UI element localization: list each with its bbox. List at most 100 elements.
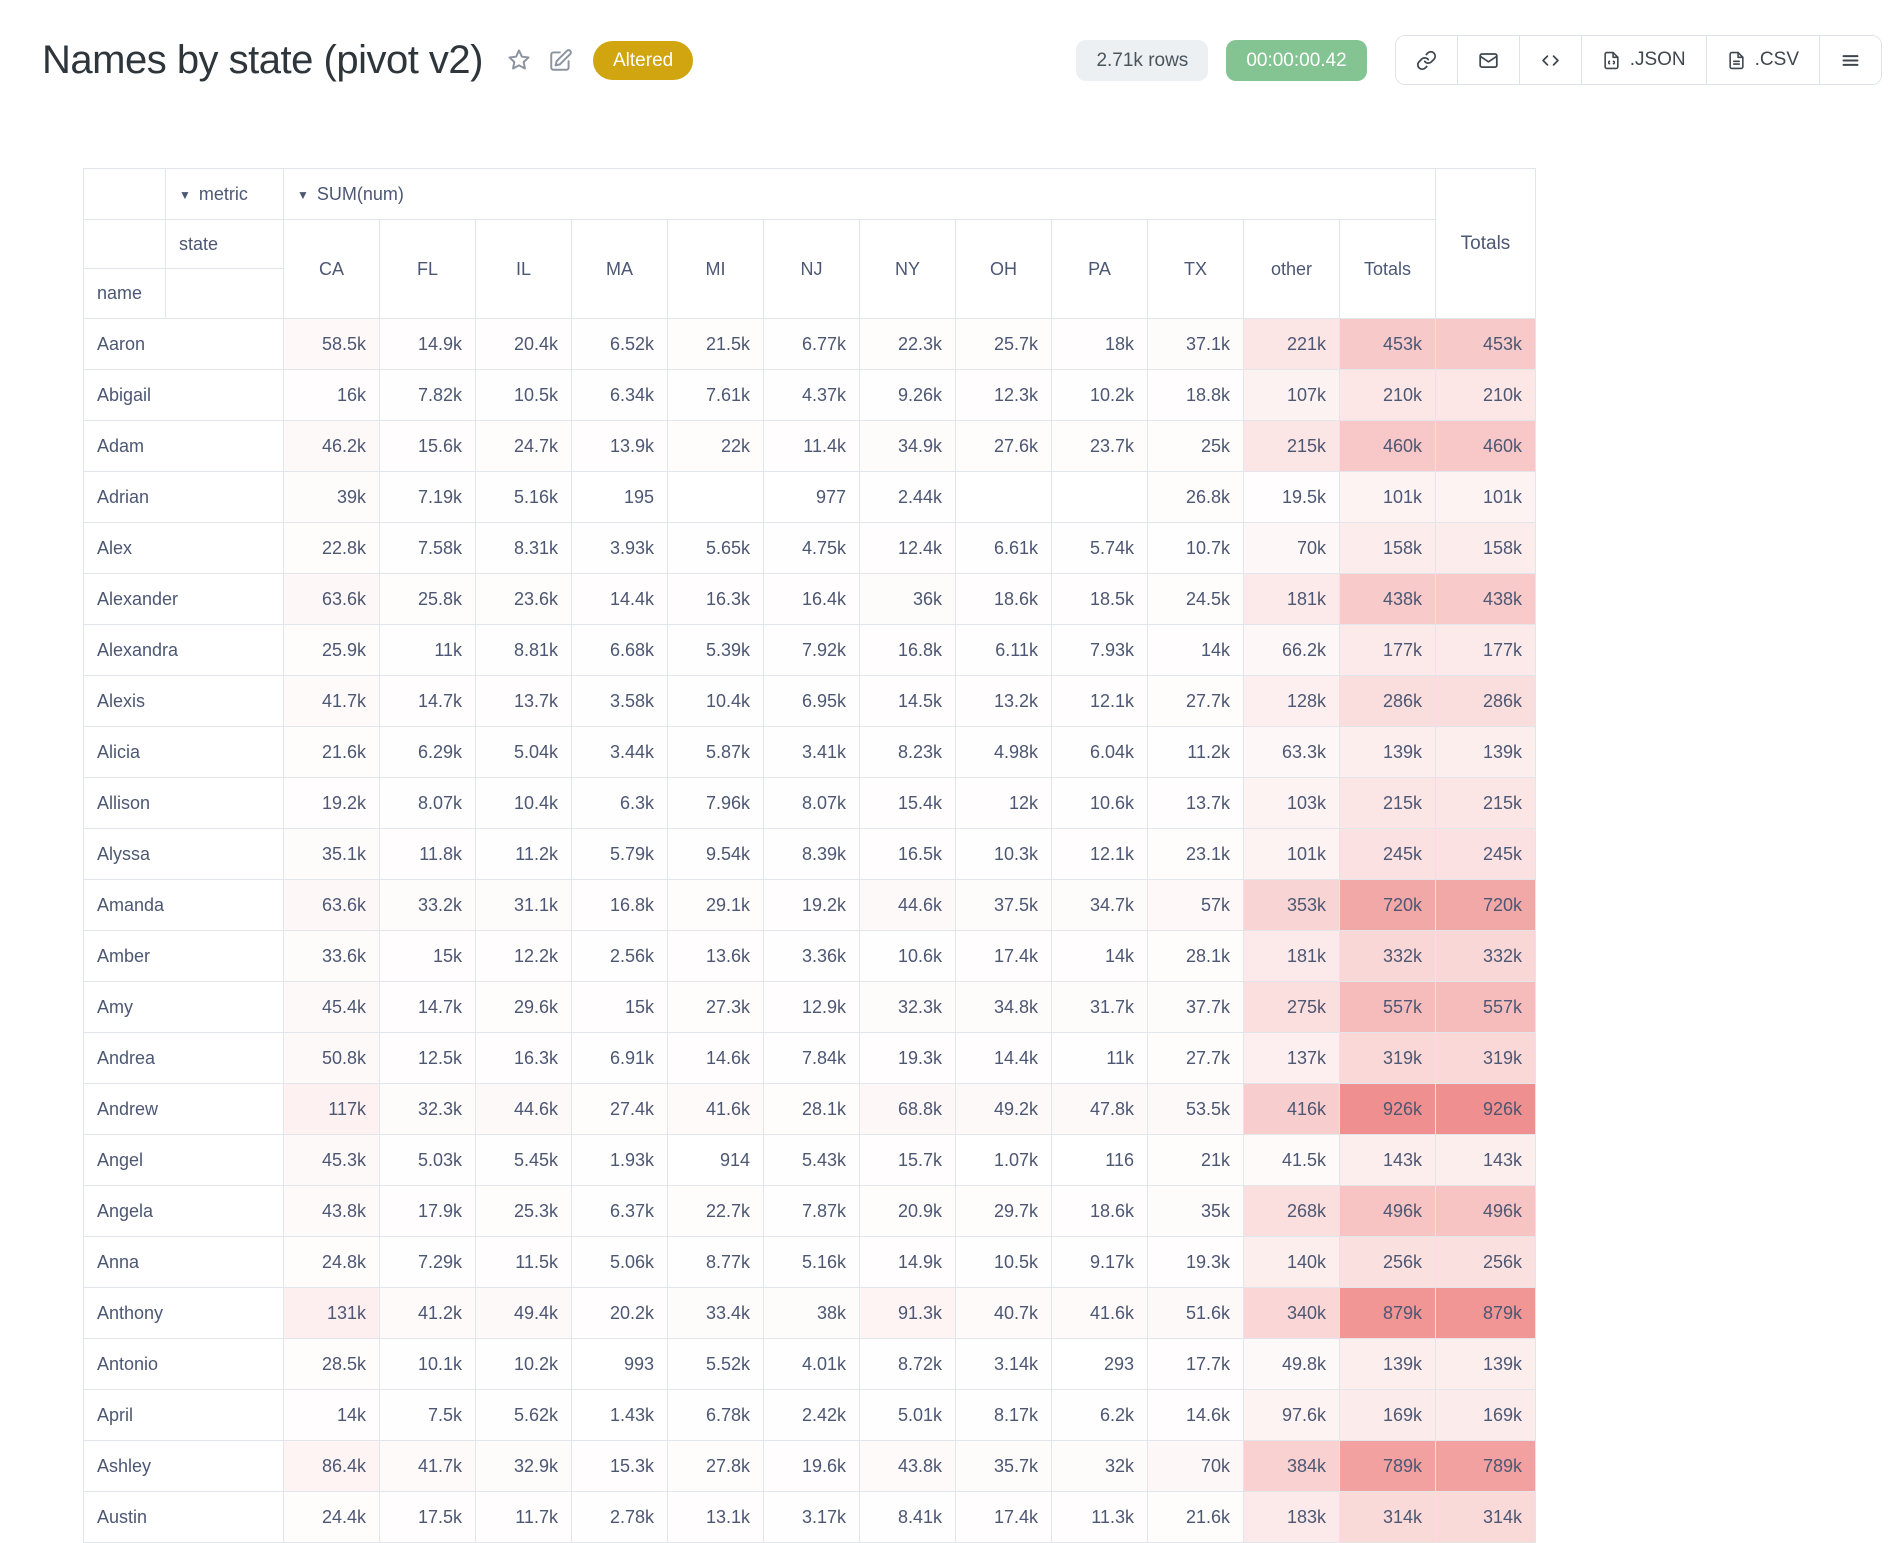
pivot-cell[interactable]: 63.3k (1243, 726, 1340, 778)
pivot-cell[interactable]: 22.3k (859, 318, 956, 370)
pivot-cell[interactable]: 58.5k (283, 318, 380, 370)
pivot-cell[interactable]: 25.8k (379, 573, 476, 625)
pivot-cell[interactable]: 195 (571, 471, 668, 523)
pivot-cell[interactable]: 5.16k (475, 471, 572, 523)
pivot-cell[interactable]: 3.93k (571, 522, 668, 574)
row-header-amy[interactable]: Amy (83, 981, 284, 1033)
pivot-cell[interactable]: 139k (1339, 726, 1436, 778)
pivot-cell[interactable]: 41.7k (379, 1440, 476, 1492)
pivot-cell[interactable]: 49.2k (955, 1083, 1052, 1135)
pivot-cell[interactable]: 293 (1051, 1338, 1148, 1390)
pivot-cell[interactable]: 68.8k (859, 1083, 956, 1135)
pivot-cell[interactable]: 460k (1339, 420, 1436, 472)
pivot-cell[interactable]: 15.4k (859, 777, 956, 829)
row-header-angel[interactable]: Angel (83, 1134, 284, 1186)
row-header-alex[interactable]: Alex (83, 522, 284, 574)
pivot-cell[interactable]: 6.11k (955, 624, 1052, 676)
pivot-cell[interactable]: 353k (1243, 879, 1340, 931)
row-total-cell[interactable]: 256k (1435, 1236, 1536, 1288)
pivot-cell[interactable]: 103k (1243, 777, 1340, 829)
pivot-cell[interactable]: 10.3k (955, 828, 1052, 880)
pivot-cell[interactable]: 6.52k (571, 318, 668, 370)
pivot-cell[interactable]: 14k (283, 1389, 380, 1441)
row-total-cell[interactable]: 245k (1435, 828, 1536, 880)
row-total-cell[interactable]: 557k (1435, 981, 1536, 1033)
pivot-cell[interactable]: 14k (1051, 930, 1148, 982)
row-header-antonio[interactable]: Antonio (83, 1338, 284, 1390)
pivot-cell[interactable]: 6.3k (571, 777, 668, 829)
pivot-cell[interactable]: 2.56k (571, 930, 668, 982)
pivot-cell[interactable]: 18.8k (1147, 369, 1244, 421)
pivot-cell[interactable]: 20.9k (859, 1185, 956, 1237)
row-total-cell[interactable]: 158k (1435, 522, 1536, 574)
pivot-cell[interactable]: 6.77k (763, 318, 860, 370)
pivot-cell[interactable]: 45.4k (283, 981, 380, 1033)
pivot-cell[interactable]: 23.1k (1147, 828, 1244, 880)
row-header-amanda[interactable]: Amanda (83, 879, 284, 931)
row-total-cell[interactable]: 879k (1435, 1287, 1536, 1339)
row-header-andrea[interactable]: Andrea (83, 1032, 284, 1084)
pivot-cell[interactable]: 41.5k (1243, 1134, 1340, 1186)
pivot-cell[interactable]: 8.39k (763, 828, 860, 880)
pivot-cell[interactable]: 15k (379, 930, 476, 982)
row-header-april[interactable]: April (83, 1389, 284, 1441)
pivot-cell[interactable]: 29.6k (475, 981, 572, 1033)
pivot-cell[interactable]: 12.3k (955, 369, 1052, 421)
row-header-andrew[interactable]: Andrew (83, 1083, 284, 1135)
row-total-cell[interactable]: 139k (1435, 726, 1536, 778)
pivot-cell[interactable]: 1.07k (955, 1134, 1052, 1186)
pivot-cell[interactable]: 6.2k (1051, 1389, 1148, 1441)
pivot-cell[interactable]: 914 (667, 1134, 764, 1186)
pivot-cell[interactable]: 183k (1243, 1491, 1340, 1543)
pivot-cell[interactable]: 1.43k (571, 1389, 668, 1441)
pivot-cell[interactable]: 177k (1339, 624, 1436, 676)
pivot-cell[interactable]: 18.6k (955, 573, 1052, 625)
pivot-cell[interactable] (667, 471, 764, 523)
pivot-cell[interactable]: 181k (1243, 573, 1340, 625)
row-header-ashley[interactable]: Ashley (83, 1440, 284, 1492)
pivot-cell[interactable]: 2.42k (763, 1389, 860, 1441)
row-total-cell[interactable]: 139k (1435, 1338, 1536, 1390)
pivot-cell[interactable]: 40.7k (955, 1287, 1052, 1339)
pivot-cell[interactable]: 24.4k (283, 1491, 380, 1543)
row-total-cell[interactable]: 332k (1435, 930, 1536, 982)
pivot-cell[interactable]: 25.9k (283, 624, 380, 676)
pivot-cell[interactable]: 19.3k (1147, 1236, 1244, 1288)
pivot-cell[interactable]: 7.92k (763, 624, 860, 676)
pivot-cell[interactable]: 41.2k (379, 1287, 476, 1339)
pivot-cell[interactable]: 438k (1339, 573, 1436, 625)
pivot-cell[interactable]: 8.72k (859, 1338, 956, 1390)
row-total-cell[interactable]: 177k (1435, 624, 1536, 676)
email-button[interactable] (1456, 36, 1519, 84)
pivot-cell[interactable]: 46.2k (283, 420, 380, 472)
pivot-cell[interactable]: 12.1k (1051, 675, 1148, 727)
pivot-cell[interactable]: 8.07k (763, 777, 860, 829)
pivot-cell[interactable] (1051, 471, 1148, 523)
pivot-cell[interactable]: 10.2k (1051, 369, 1148, 421)
pivot-cell[interactable]: 14.6k (667, 1032, 764, 1084)
pivot-cell[interactable]: 11.3k (1051, 1491, 1148, 1543)
pivot-cell[interactable]: 8.77k (667, 1236, 764, 1288)
pivot-cell[interactable]: 14.7k (379, 675, 476, 727)
pivot-cell[interactable]: 16.3k (475, 1032, 572, 1084)
altered-badge[interactable]: Altered (593, 40, 694, 80)
pivot-cell[interactable]: 33.4k (667, 1287, 764, 1339)
pivot-cell[interactable]: 12.5k (379, 1032, 476, 1084)
pivot-cell[interactable]: 14.7k (379, 981, 476, 1033)
pivot-cell[interactable]: 11.2k (1147, 726, 1244, 778)
pivot-cell[interactable]: 28.1k (763, 1083, 860, 1135)
pivot-cell[interactable]: 8.81k (475, 624, 572, 676)
pivot-cell[interactable]: 416k (1243, 1083, 1340, 1135)
pivot-cell[interactable]: 16.5k (859, 828, 956, 880)
pivot-cell[interactable]: 6.78k (667, 1389, 764, 1441)
pivot-cell[interactable]: 25k (1147, 420, 1244, 472)
pivot-cell[interactable]: 18.5k (1051, 573, 1148, 625)
pivot-cell[interactable]: 2.78k (571, 1491, 668, 1543)
pivot-cell[interactable]: 7.84k (763, 1032, 860, 1084)
pivot-cell[interactable]: 35.7k (955, 1440, 1052, 1492)
pivot-cell[interactable]: 6.61k (955, 522, 1052, 574)
pivot-cell[interactable]: 23.7k (1051, 420, 1148, 472)
pivot-cell[interactable]: 32k (1051, 1440, 1148, 1492)
metric-dropdown[interactable]: ▼ metric (165, 168, 284, 220)
pivot-cell[interactable]: 9.54k (667, 828, 764, 880)
